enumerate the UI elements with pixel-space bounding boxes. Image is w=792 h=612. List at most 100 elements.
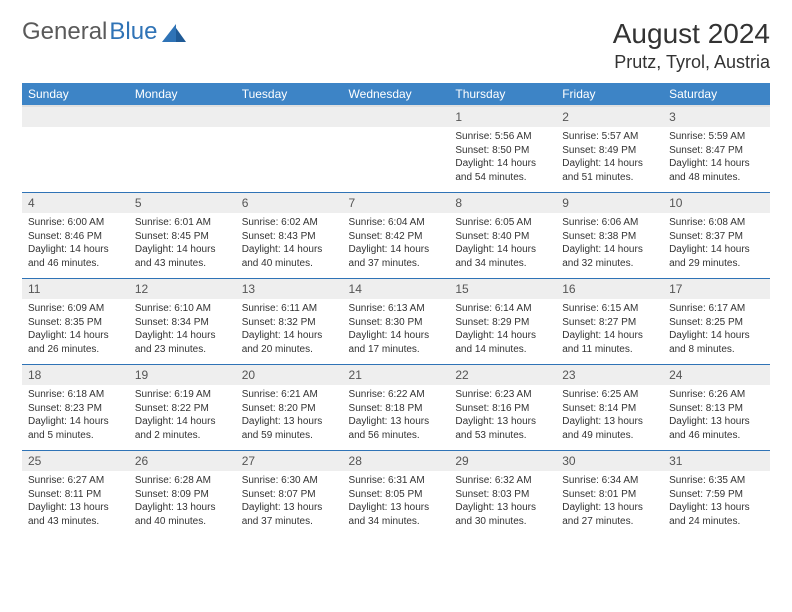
day-detail: Sunrise: 6:13 AMSunset: 8:30 PMDaylight:… bbox=[343, 299, 450, 365]
day-number: 19 bbox=[129, 365, 236, 386]
sunrise-text: Sunrise: 6:26 AM bbox=[669, 388, 764, 402]
day-detail: Sunrise: 5:57 AMSunset: 8:49 PMDaylight:… bbox=[556, 127, 663, 193]
calendar-table: Sunday Monday Tuesday Wednesday Thursday… bbox=[22, 83, 770, 536]
sunrise-text: Sunrise: 5:56 AM bbox=[455, 130, 550, 144]
daylight-text: Daylight: 14 hours and 29 minutes. bbox=[669, 243, 764, 270]
sunrise-text: Sunrise: 6:13 AM bbox=[349, 302, 444, 316]
sunset-text: Sunset: 8:13 PM bbox=[669, 402, 764, 416]
daylight-text: Daylight: 14 hours and 34 minutes. bbox=[455, 243, 550, 270]
daylight-text: Daylight: 13 hours and 43 minutes. bbox=[28, 501, 123, 528]
sunset-text: Sunset: 8:50 PM bbox=[455, 144, 550, 158]
sunset-text: Sunset: 8:27 PM bbox=[562, 316, 657, 330]
sunset-text: Sunset: 8:09 PM bbox=[135, 488, 230, 502]
day-number-row: 123 bbox=[22, 106, 770, 127]
daylight-text: Daylight: 13 hours and 40 minutes. bbox=[135, 501, 230, 528]
daylight-text: Daylight: 13 hours and 30 minutes. bbox=[455, 501, 550, 528]
sunset-text: Sunset: 8:45 PM bbox=[135, 230, 230, 244]
day-detail bbox=[22, 127, 129, 193]
day-number: 6 bbox=[236, 193, 343, 214]
day-detail: Sunrise: 6:26 AMSunset: 8:13 PMDaylight:… bbox=[663, 385, 770, 451]
day-number bbox=[22, 106, 129, 127]
day-number: 29 bbox=[449, 451, 556, 472]
day-number: 11 bbox=[22, 279, 129, 300]
sunrise-text: Sunrise: 6:11 AM bbox=[242, 302, 337, 316]
sunset-text: Sunset: 8:20 PM bbox=[242, 402, 337, 416]
sunset-text: Sunset: 8:29 PM bbox=[455, 316, 550, 330]
day-number-row: 18192021222324 bbox=[22, 365, 770, 386]
day-number: 15 bbox=[449, 279, 556, 300]
sunrise-text: Sunrise: 6:02 AM bbox=[242, 216, 337, 230]
day-number: 12 bbox=[129, 279, 236, 300]
day-number: 7 bbox=[343, 193, 450, 214]
sunset-text: Sunset: 8:16 PM bbox=[455, 402, 550, 416]
day-detail: Sunrise: 6:10 AMSunset: 8:34 PMDaylight:… bbox=[129, 299, 236, 365]
sunrise-text: Sunrise: 5:57 AM bbox=[562, 130, 657, 144]
sunrise-text: Sunrise: 6:18 AM bbox=[28, 388, 123, 402]
daylight-text: Daylight: 13 hours and 46 minutes. bbox=[669, 415, 764, 442]
sunset-text: Sunset: 8:35 PM bbox=[28, 316, 123, 330]
daylight-text: Daylight: 13 hours and 59 minutes. bbox=[242, 415, 337, 442]
sunset-text: Sunset: 8:40 PM bbox=[455, 230, 550, 244]
sunset-text: Sunset: 8:30 PM bbox=[349, 316, 444, 330]
sunset-text: Sunset: 8:46 PM bbox=[28, 230, 123, 244]
sunrise-text: Sunrise: 6:17 AM bbox=[669, 302, 764, 316]
day-number: 17 bbox=[663, 279, 770, 300]
sunset-text: Sunset: 8:22 PM bbox=[135, 402, 230, 416]
weekday-header: Tuesday bbox=[236, 83, 343, 106]
daylight-text: Daylight: 14 hours and 48 minutes. bbox=[669, 157, 764, 184]
sunrise-text: Sunrise: 5:59 AM bbox=[669, 130, 764, 144]
daylight-text: Daylight: 13 hours and 24 minutes. bbox=[669, 501, 764, 528]
sunrise-text: Sunrise: 6:14 AM bbox=[455, 302, 550, 316]
day-number: 27 bbox=[236, 451, 343, 472]
day-detail: Sunrise: 6:27 AMSunset: 8:11 PMDaylight:… bbox=[22, 471, 129, 536]
sunrise-text: Sunrise: 6:27 AM bbox=[28, 474, 123, 488]
title-block: August 2024 Prutz, Tyrol, Austria bbox=[613, 18, 770, 73]
day-detail: Sunrise: 6:31 AMSunset: 8:05 PMDaylight:… bbox=[343, 471, 450, 536]
day-detail-row: Sunrise: 6:09 AMSunset: 8:35 PMDaylight:… bbox=[22, 299, 770, 365]
calendar-page: General Blue August 2024 Prutz, Tyrol, A… bbox=[0, 0, 792, 554]
brand-triangle-icon bbox=[162, 24, 186, 42]
sunset-text: Sunset: 8:42 PM bbox=[349, 230, 444, 244]
sunset-text: Sunset: 8:37 PM bbox=[669, 230, 764, 244]
sunset-text: Sunset: 8:43 PM bbox=[242, 230, 337, 244]
daylight-text: Daylight: 14 hours and 23 minutes. bbox=[135, 329, 230, 356]
sunset-text: Sunset: 8:14 PM bbox=[562, 402, 657, 416]
day-number: 5 bbox=[129, 193, 236, 214]
sunset-text: Sunset: 8:49 PM bbox=[562, 144, 657, 158]
sunset-text: Sunset: 8:01 PM bbox=[562, 488, 657, 502]
daylight-text: Daylight: 14 hours and 46 minutes. bbox=[28, 243, 123, 270]
day-number: 16 bbox=[556, 279, 663, 300]
day-detail: Sunrise: 6:04 AMSunset: 8:42 PMDaylight:… bbox=[343, 213, 450, 279]
day-detail: Sunrise: 6:14 AMSunset: 8:29 PMDaylight:… bbox=[449, 299, 556, 365]
day-detail: Sunrise: 5:56 AMSunset: 8:50 PMDaylight:… bbox=[449, 127, 556, 193]
weekday-header: Sunday bbox=[22, 83, 129, 106]
day-detail-row: Sunrise: 5:56 AMSunset: 8:50 PMDaylight:… bbox=[22, 127, 770, 193]
day-number: 2 bbox=[556, 106, 663, 127]
weekday-header: Wednesday bbox=[343, 83, 450, 106]
sunrise-text: Sunrise: 6:21 AM bbox=[242, 388, 337, 402]
sunrise-text: Sunrise: 6:22 AM bbox=[349, 388, 444, 402]
day-number: 18 bbox=[22, 365, 129, 386]
day-number: 28 bbox=[343, 451, 450, 472]
sunset-text: Sunset: 8:11 PM bbox=[28, 488, 123, 502]
day-number: 26 bbox=[129, 451, 236, 472]
day-detail-row: Sunrise: 6:00 AMSunset: 8:46 PMDaylight:… bbox=[22, 213, 770, 279]
day-number bbox=[236, 106, 343, 127]
day-detail: Sunrise: 6:17 AMSunset: 8:25 PMDaylight:… bbox=[663, 299, 770, 365]
day-number: 20 bbox=[236, 365, 343, 386]
daylight-text: Daylight: 14 hours and 32 minutes. bbox=[562, 243, 657, 270]
daylight-text: Daylight: 14 hours and 11 minutes. bbox=[562, 329, 657, 356]
day-number-row: 11121314151617 bbox=[22, 279, 770, 300]
day-detail: Sunrise: 6:15 AMSunset: 8:27 PMDaylight:… bbox=[556, 299, 663, 365]
location-label: Prutz, Tyrol, Austria bbox=[613, 52, 770, 73]
day-detail-row: Sunrise: 6:27 AMSunset: 8:11 PMDaylight:… bbox=[22, 471, 770, 536]
day-number: 1 bbox=[449, 106, 556, 127]
brand-part2: Blue bbox=[109, 18, 157, 46]
day-number-row: 25262728293031 bbox=[22, 451, 770, 472]
sunrise-text: Sunrise: 6:04 AM bbox=[349, 216, 444, 230]
sunrise-text: Sunrise: 6:23 AM bbox=[455, 388, 550, 402]
sunset-text: Sunset: 8:23 PM bbox=[28, 402, 123, 416]
day-detail: Sunrise: 6:22 AMSunset: 8:18 PMDaylight:… bbox=[343, 385, 450, 451]
sunset-text: Sunset: 8:25 PM bbox=[669, 316, 764, 330]
daylight-text: Daylight: 14 hours and 54 minutes. bbox=[455, 157, 550, 184]
